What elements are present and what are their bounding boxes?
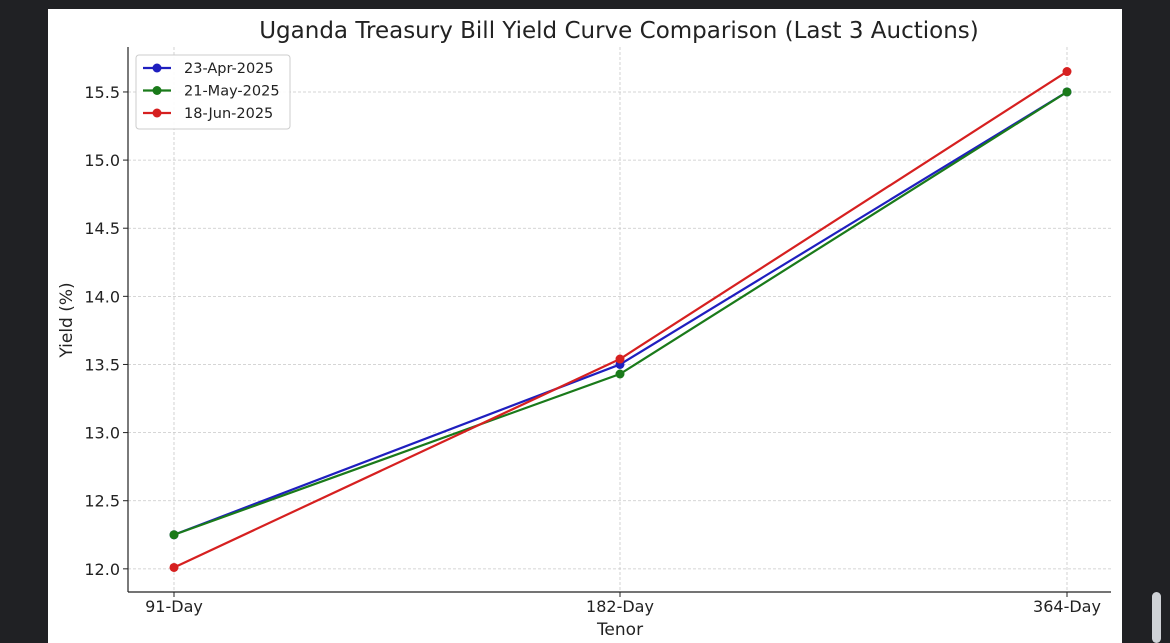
legend-entry: 18-Jun-2025 [184, 106, 273, 122]
series-lines [169, 67, 1072, 572]
x-tick-labels: 91-Day 182-Day 364-Day [145, 597, 1101, 616]
data-point-21-May-2025-91-Day [169, 530, 179, 540]
data-point-18-Jun-2025-364-Day [1062, 67, 1072, 77]
y-tick-label: 12.5 [84, 492, 120, 511]
legend-marker [152, 63, 162, 73]
y-tick-label: 12.0 [84, 560, 120, 579]
x-axis-label: Tenor [596, 620, 643, 640]
y-tick-label: 14.5 [84, 219, 120, 238]
scrollbar-thumb[interactable] [1152, 592, 1161, 643]
series-line-18-Jun-2025 [173, 70, 1068, 569]
axes [123, 47, 1111, 597]
legend: 23-Apr-2025 21-May-2025 18-Jun-2025 [135, 54, 291, 130]
data-point-21-May-2025-364-Day [1062, 87, 1072, 97]
x-tick-label: 91-Day [145, 597, 203, 616]
y-tick-label: 15.0 [84, 151, 120, 170]
legend-box [135, 54, 291, 130]
x-tick-label: 364-Day [1033, 597, 1101, 616]
y-tick-label: 13.5 [84, 355, 120, 374]
x-tick-label: 182-Day [586, 597, 654, 616]
y-tick-label: 15.5 [84, 83, 120, 102]
legend-entry: 23-Apr-2025 [184, 61, 274, 77]
legend-entry: 21-May-2025 [184, 84, 280, 100]
data-point-18-Jun-2025-182-Day [615, 354, 625, 364]
y-tick-labels: 12.0 12.5 13.0 13.5 14.0 14.5 15.0 15.5 [84, 83, 120, 579]
y-tick-label: 14.0 [84, 287, 120, 306]
y-tick-label: 13.0 [84, 424, 120, 443]
y-axis-label: Yield (%) [57, 282, 77, 358]
legend-marker [152, 108, 162, 118]
data-point-21-May-2025-182-Day [615, 369, 625, 379]
data-point-18-Jun-2025-91-Day [169, 562, 179, 572]
legend-marker [152, 86, 162, 95]
chart-title: Uganda Treasury Bill Yield Curve Compari… [259, 18, 979, 44]
